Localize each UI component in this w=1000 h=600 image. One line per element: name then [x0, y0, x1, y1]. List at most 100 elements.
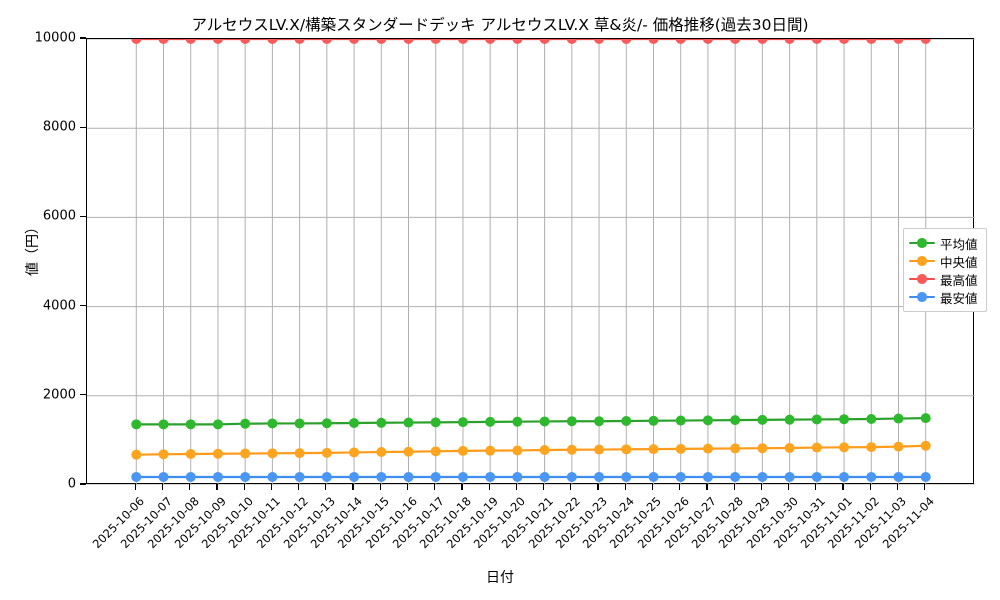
x-tick-mark [161, 484, 164, 490]
data-point [240, 39, 251, 44]
data-point [648, 39, 659, 44]
series-line [135, 444, 927, 456]
data-point [403, 471, 414, 482]
x-tick-mark [706, 484, 708, 490]
data-point [267, 471, 278, 482]
data-point [539, 444, 550, 455]
data-point [457, 471, 468, 482]
data-point [566, 416, 577, 427]
data-point [730, 471, 741, 482]
x-tick-mark [189, 484, 191, 490]
data-point [158, 39, 169, 44]
data-point [675, 39, 686, 44]
legend-item-2[interactable]: 中央値 [909, 252, 980, 270]
data-point [893, 471, 904, 482]
data-point [594, 416, 605, 427]
data-point [512, 445, 523, 456]
legend-marker-icon [909, 290, 935, 304]
data-point [185, 419, 196, 430]
y-tick-label: 10000 [34, 30, 76, 46]
data-point [240, 448, 251, 459]
data-point [866, 442, 877, 453]
data-point [920, 440, 931, 451]
data-point [621, 416, 632, 426]
x-tick-mark [651, 484, 654, 490]
data-point [403, 39, 414, 44]
data-point [240, 418, 251, 429]
x-tick-mark [270, 484, 272, 490]
data-point [294, 418, 305, 429]
legend-item-1[interactable]: 平均値 [909, 234, 980, 252]
data-point [539, 39, 550, 44]
data-point [485, 39, 496, 44]
data-point [485, 471, 496, 482]
x-tick-mark [515, 484, 517, 490]
legend-item-3[interactable]: 最高値 [909, 270, 980, 288]
data-point [621, 444, 632, 455]
data-point [294, 471, 305, 482]
data-point [757, 414, 768, 425]
data-point [267, 418, 278, 429]
data-point [131, 419, 142, 430]
data-point [648, 471, 659, 482]
legend-label: 中央値 [940, 254, 978, 270]
data-point [485, 445, 496, 456]
data-point [566, 39, 577, 44]
data-point [457, 39, 468, 44]
x-tick-mark [733, 484, 735, 490]
x-tick-mark [760, 484, 762, 490]
series-2 [131, 440, 931, 460]
data-point [212, 471, 223, 482]
data-point [866, 39, 877, 44]
data-point [893, 413, 904, 424]
data-point [811, 414, 822, 425]
x-tick-mark [869, 484, 871, 490]
chart-legend[interactable]: 平均値中央値 最高値 最安値 [903, 228, 987, 312]
data-point [866, 413, 877, 424]
data-point [648, 415, 659, 426]
data-point [566, 471, 577, 482]
data-point [376, 447, 387, 457]
gridlines [87, 39, 975, 485]
y-tick-mark [80, 215, 86, 217]
x-tick-mark [788, 484, 790, 490]
data-point [457, 417, 468, 428]
data-point [594, 39, 605, 44]
y-tick-label: 0 [67, 476, 76, 492]
data-point [321, 447, 332, 458]
data-point [539, 416, 550, 427]
data-point [811, 39, 822, 44]
data-point [675, 415, 686, 426]
data-point [839, 39, 850, 44]
data-point [349, 447, 360, 458]
data-point [131, 39, 142, 44]
x-tick-mark [406, 484, 409, 490]
x-tick-mark [924, 484, 926, 490]
x-tick-mark [352, 484, 354, 490]
data-point [920, 471, 931, 482]
legend-item-4[interactable]: 最安値 [909, 288, 980, 306]
chart-title: アルセウスLV.X/構築スタンダードデッキ アルセウスLV.X 草&炎/- 価格… [191, 16, 809, 34]
series-4 [131, 471, 931, 482]
y-tick-mark [80, 126, 86, 128]
data-point [784, 39, 795, 44]
data-point [185, 449, 196, 459]
data-point [376, 471, 387, 482]
x-tick-mark [216, 484, 218, 490]
data-point [920, 413, 931, 424]
legend-marker-icon [909, 254, 935, 268]
data-point [294, 448, 305, 459]
data-point [158, 419, 169, 430]
data-point [212, 448, 223, 459]
legend-marker-icon [909, 272, 935, 286]
x-tick-mark [243, 484, 245, 490]
data-point [784, 414, 795, 425]
data-point [321, 39, 332, 44]
data-point [893, 441, 904, 452]
data-point [267, 448, 278, 459]
x-tick-mark [434, 484, 436, 490]
series-line [135, 417, 927, 426]
data-series-layer [131, 39, 931, 482]
data-point [730, 443, 741, 454]
data-point [621, 471, 632, 482]
